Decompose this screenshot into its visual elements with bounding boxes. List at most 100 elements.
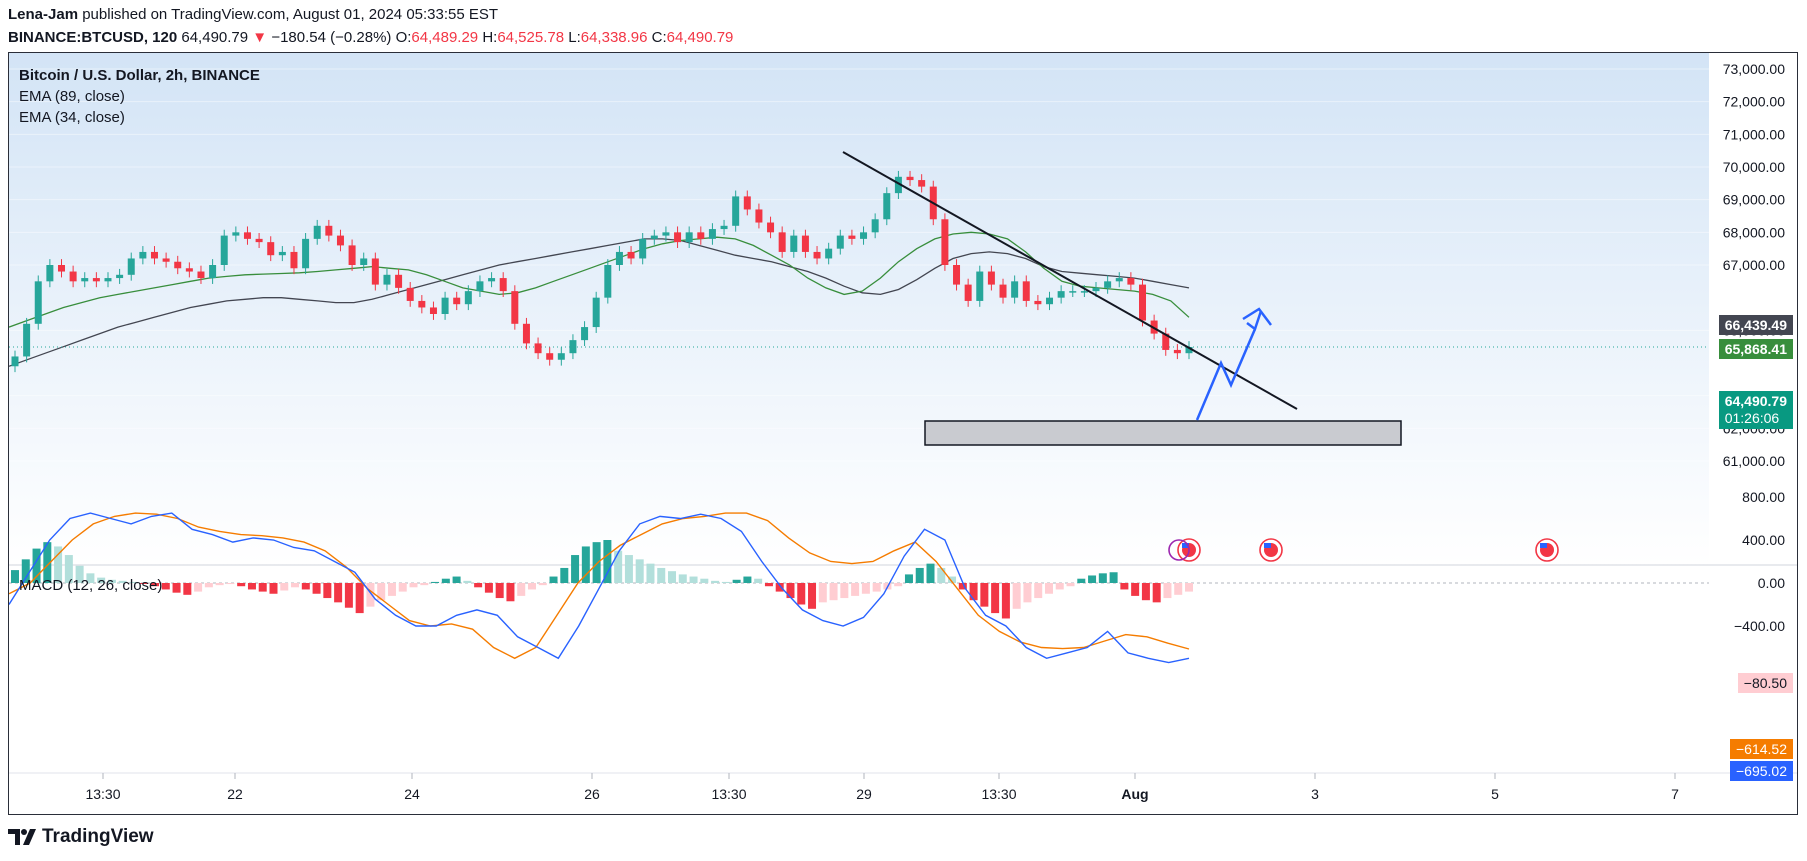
ema89-line[interactable] — [9, 238, 1190, 367]
macd-histogram-bar[interactable] — [818, 583, 827, 603]
macd-histogram-bar[interactable] — [861, 583, 870, 594]
candle[interactable] — [511, 285, 519, 330]
macd-histogram-bar[interactable] — [431, 581, 440, 583]
candle[interactable] — [127, 252, 135, 281]
macd-histogram-bar[interactable] — [420, 583, 429, 586]
chart-canvas[interactable]: 73,000.00 72,000.00 71,000.00 70,000.00 69,0… — [9, 53, 1798, 815]
macd-histogram-bar[interactable] — [355, 583, 364, 614]
macd-histogram-bar[interactable] — [334, 583, 343, 603]
candle[interactable] — [23, 317, 31, 363]
macd-histogram-bar[interactable] — [452, 576, 461, 583]
candle[interactable] — [1127, 272, 1135, 291]
projection-arrow[interactable] — [1195, 310, 1263, 421]
candle[interactable] — [232, 226, 240, 242]
us-flag-icon[interactable] — [1259, 538, 1283, 562]
macd-pane[interactable] — [9, 512, 1709, 664]
candle[interactable] — [116, 268, 124, 284]
candle[interactable] — [918, 174, 926, 193]
macd-histogram-bar[interactable] — [1023, 583, 1032, 603]
candle[interactable] — [1115, 272, 1123, 288]
macd-histogram-bar[interactable] — [1152, 583, 1161, 603]
candle[interactable] — [953, 259, 961, 291]
candle[interactable] — [813, 246, 821, 265]
candle[interactable] — [81, 272, 89, 288]
ema34-line[interactable] — [9, 231, 1190, 328]
macd-histogram-bar[interactable] — [1141, 583, 1150, 601]
macd-histogram-bar[interactable] — [151, 583, 160, 587]
macd-histogram-bar[interactable] — [808, 583, 817, 609]
macd-histogram-bar[interactable] — [247, 583, 256, 590]
chart-frame[interactable]: 73,000.00 72,000.00 71,000.00 70,000.00 69,0… — [8, 52, 1798, 815]
candle[interactable] — [685, 226, 693, 249]
macd-histogram-bar[interactable] — [614, 550, 623, 583]
macd-histogram-bar[interactable] — [21, 559, 30, 583]
macd-histogram-bar[interactable] — [689, 576, 698, 583]
candle[interactable] — [534, 337, 542, 360]
macd-histogram-bar[interactable] — [140, 583, 149, 584]
macd-histogram-bar[interactable] — [1174, 583, 1183, 595]
candle[interactable] — [336, 229, 344, 252]
candle[interactable] — [708, 223, 716, 245]
macd-histogram-bar[interactable] — [872, 583, 881, 592]
macd-histogram-bar[interactable] — [323, 583, 332, 599]
candle[interactable] — [778, 226, 786, 258]
symbol-name[interactable]: BINANCE:BTCUSD, 120 — [8, 29, 178, 46]
macd-histogram-bar[interactable] — [732, 579, 741, 583]
candle[interactable] — [69, 265, 77, 288]
candle[interactable] — [801, 229, 809, 258]
candle[interactable] — [162, 252, 170, 268]
candle[interactable] — [1046, 291, 1054, 311]
macd-histogram-bar[interactable] — [291, 583, 300, 588]
candle[interactable] — [848, 229, 856, 245]
candle[interactable] — [1022, 275, 1030, 307]
macd-histogram-bar[interactable] — [991, 583, 1000, 614]
macd-histogram-bar[interactable] — [721, 581, 730, 583]
macd-histogram-bar[interactable] — [129, 581, 138, 583]
macd-histogram-bar[interactable] — [657, 567, 666, 583]
candle[interactable] — [290, 246, 298, 275]
macd-histogram-bar[interactable] — [484, 583, 493, 593]
macd-histogram-bar[interactable] — [75, 565, 84, 583]
candle[interactable] — [522, 317, 530, 350]
macd-histogram-bar[interactable] — [172, 583, 181, 593]
macd-histogram-bar[interactable] — [937, 567, 946, 583]
candle[interactable] — [267, 236, 275, 262]
candle[interactable] — [894, 170, 902, 200]
macd-histogram-bar[interactable] — [107, 579, 116, 583]
candle[interactable] — [1057, 285, 1065, 304]
macd-histogram-bar[interactable] — [958, 583, 967, 590]
candle[interactable] — [650, 229, 658, 245]
macd-histogram-bar[interactable] — [215, 583, 224, 586]
macd-histogram-bar[interactable] — [980, 583, 989, 607]
macd-histogram-bar[interactable] — [1098, 573, 1107, 583]
candle[interactable] — [1034, 295, 1042, 311]
macd-histogram-bar[interactable] — [1055, 583, 1064, 590]
candle[interactable] — [1080, 285, 1088, 298]
macd-histogram-bar[interactable] — [226, 583, 235, 585]
macd-histogram-bar[interactable] — [851, 583, 860, 596]
candle[interactable] — [557, 347, 565, 366]
candle[interactable] — [429, 301, 437, 320]
macd-histogram-bar[interactable] — [474, 583, 483, 588]
macd-histogram-bar[interactable] — [54, 546, 63, 583]
macd-histogram-bar[interactable] — [700, 578, 709, 583]
macd-histogram-bar[interactable] — [97, 577, 106, 583]
us-flag-icon[interactable] — [1168, 538, 1201, 562]
candle[interactable] — [639, 232, 647, 265]
macd-histogram-bar[interactable] — [894, 583, 903, 587]
macd-histogram-bar[interactable] — [1088, 575, 1097, 583]
candle[interactable] — [92, 272, 100, 288]
candle[interactable] — [11, 350, 19, 373]
macd-histogram-bar[interactable] — [506, 583, 515, 602]
candle[interactable] — [604, 259, 612, 304]
macd-histogram-bar[interactable] — [764, 583, 773, 587]
macd-histogram-bar[interactable] — [463, 580, 472, 583]
candle[interactable] — [220, 229, 228, 271]
macd-histogram-bar[interactable] — [560, 567, 569, 583]
macd-histogram-bar[interactable] — [1066, 583, 1075, 587]
us-flag-icon[interactable] — [1535, 538, 1559, 562]
macd-histogram-bar[interactable] — [1109, 572, 1118, 583]
candle[interactable] — [1139, 278, 1147, 327]
candle[interactable] — [302, 232, 310, 275]
signal-line[interactable] — [9, 512, 1190, 660]
